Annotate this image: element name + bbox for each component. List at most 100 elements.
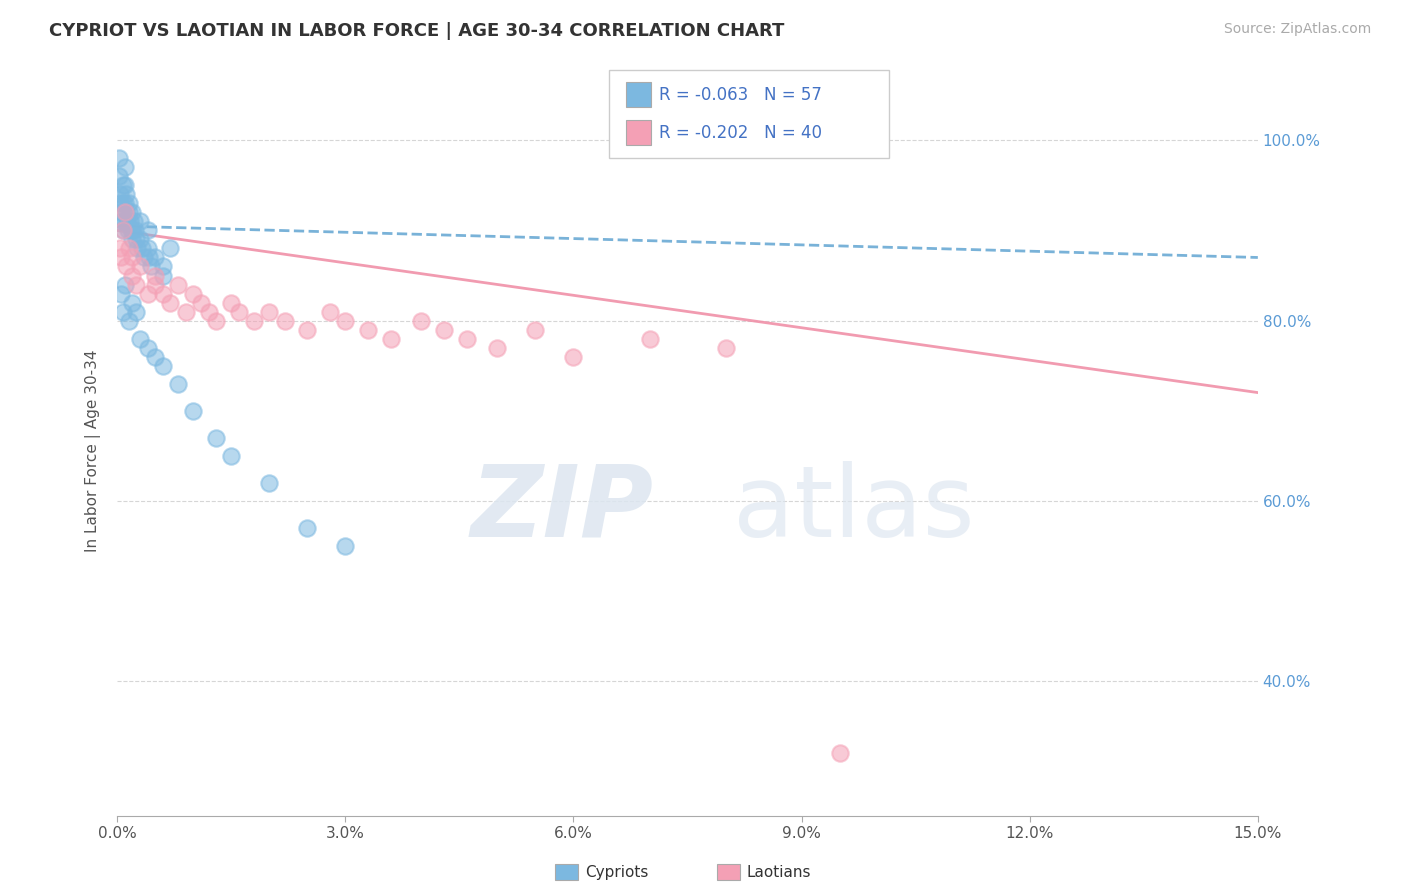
Point xyxy=(357,322,380,336)
Point xyxy=(125,304,148,318)
Text: atlas: atlas xyxy=(733,461,974,558)
Point xyxy=(129,260,152,274)
Point xyxy=(111,223,134,237)
Point xyxy=(121,223,143,237)
Point xyxy=(117,223,139,237)
Point xyxy=(125,277,148,292)
Point xyxy=(118,205,141,219)
Point xyxy=(152,286,174,301)
Point xyxy=(167,376,190,391)
Point xyxy=(143,268,166,283)
Point xyxy=(111,214,134,228)
Point xyxy=(110,286,132,301)
Point xyxy=(141,260,163,274)
Point xyxy=(131,242,153,256)
Point xyxy=(129,232,152,246)
Point xyxy=(181,403,204,417)
Point xyxy=(259,304,281,318)
Point xyxy=(107,152,129,166)
Point xyxy=(121,205,143,219)
Point xyxy=(143,350,166,364)
Point xyxy=(273,313,295,327)
Point xyxy=(411,313,433,327)
Point xyxy=(335,313,357,327)
Text: R = -0.202   N = 40: R = -0.202 N = 40 xyxy=(659,124,823,142)
Point xyxy=(124,223,146,237)
Point xyxy=(114,196,136,211)
Point xyxy=(118,242,141,256)
Point xyxy=(152,260,174,274)
Point xyxy=(221,449,243,463)
Point xyxy=(118,313,141,327)
Point xyxy=(110,205,132,219)
Point xyxy=(132,251,155,265)
Point xyxy=(136,223,159,237)
Point xyxy=(143,277,166,292)
Point xyxy=(115,187,138,202)
Point xyxy=(108,187,131,202)
Point xyxy=(129,332,152,346)
Point xyxy=(136,242,159,256)
Point xyxy=(297,322,319,336)
Point xyxy=(121,268,143,283)
Point xyxy=(120,223,142,237)
Point xyxy=(112,223,135,237)
Point xyxy=(221,295,243,310)
Point xyxy=(136,286,159,301)
Point xyxy=(152,359,174,373)
Point xyxy=(115,260,138,274)
Point xyxy=(205,431,228,445)
Point xyxy=(121,232,143,246)
Y-axis label: In Labor Force | Age 30-34: In Labor Force | Age 30-34 xyxy=(86,350,101,552)
Point xyxy=(486,341,509,355)
Point xyxy=(197,304,219,318)
Point xyxy=(562,350,585,364)
Point xyxy=(174,304,197,318)
Point xyxy=(120,214,142,228)
Point xyxy=(107,169,129,184)
Point xyxy=(228,304,250,318)
Point xyxy=(297,521,319,535)
Point xyxy=(112,196,135,211)
Point xyxy=(121,295,143,310)
Point xyxy=(335,539,357,553)
Point xyxy=(159,295,181,310)
Point xyxy=(110,196,132,211)
Point xyxy=(159,242,181,256)
Point xyxy=(114,277,136,292)
Point xyxy=(114,161,136,175)
Text: Source: ZipAtlas.com: Source: ZipAtlas.com xyxy=(1223,22,1371,37)
Point xyxy=(121,251,143,265)
Point xyxy=(125,242,148,256)
Point xyxy=(129,214,152,228)
Point xyxy=(118,196,141,211)
Text: R = -0.063   N = 57: R = -0.063 N = 57 xyxy=(659,86,823,103)
Point xyxy=(638,332,661,346)
Point xyxy=(114,178,136,193)
Point xyxy=(433,322,456,336)
Text: ZIP: ZIP xyxy=(471,461,654,558)
Text: Cypriots: Cypriots xyxy=(585,865,648,880)
Point xyxy=(112,214,135,228)
Point xyxy=(380,332,402,346)
Point xyxy=(456,332,478,346)
Point xyxy=(108,242,131,256)
Point xyxy=(110,251,132,265)
Point xyxy=(524,322,547,336)
Point xyxy=(112,178,135,193)
Point xyxy=(115,205,138,219)
Point xyxy=(125,232,148,246)
Point xyxy=(205,313,228,327)
Point xyxy=(319,304,342,318)
Point xyxy=(136,341,159,355)
Point xyxy=(181,286,204,301)
Point xyxy=(152,268,174,283)
Text: Laotians: Laotians xyxy=(747,865,811,880)
Point xyxy=(828,746,851,760)
Point xyxy=(112,304,135,318)
Point xyxy=(143,251,166,265)
Text: CYPRIOT VS LAOTIAN IN LABOR FORCE | AGE 30-34 CORRELATION CHART: CYPRIOT VS LAOTIAN IN LABOR FORCE | AGE … xyxy=(49,22,785,40)
Point xyxy=(243,313,266,327)
Point xyxy=(167,277,190,292)
Point xyxy=(138,251,160,265)
